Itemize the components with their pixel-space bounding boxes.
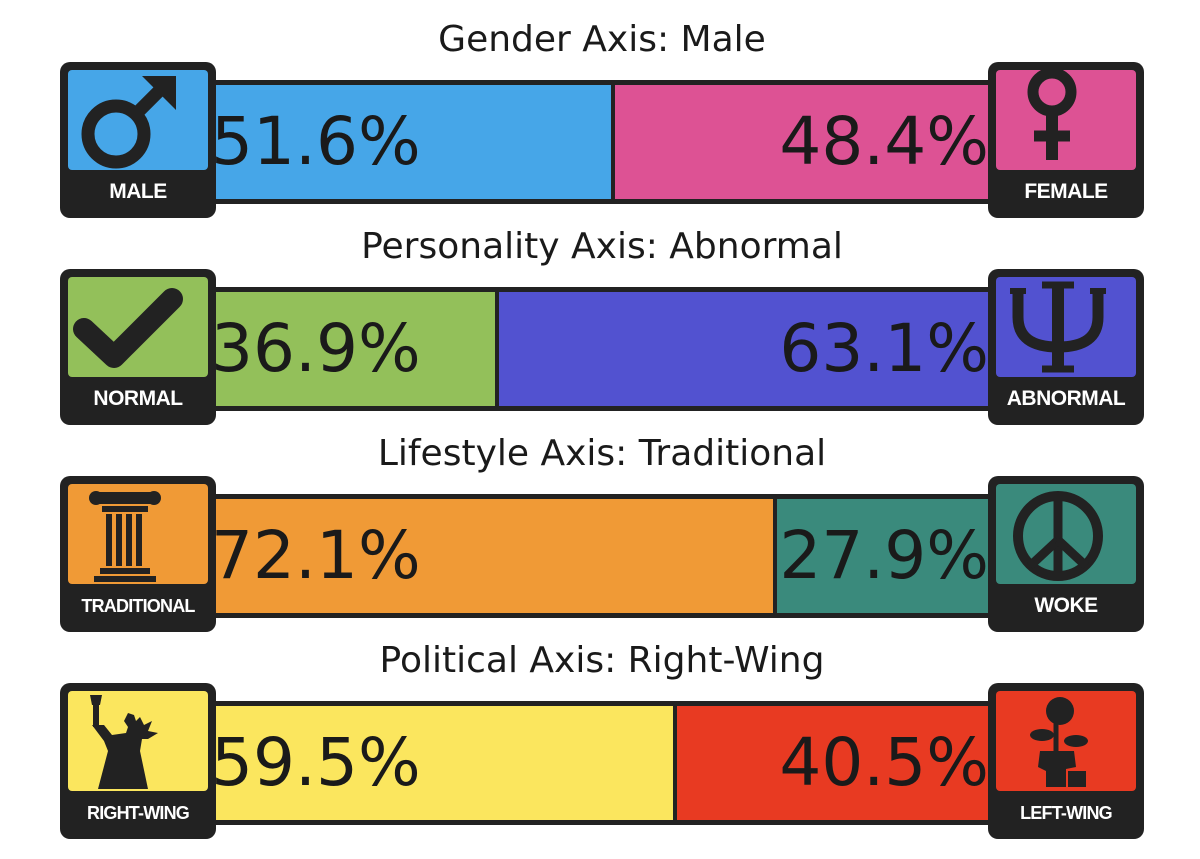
badge-label: WOKE (1034, 594, 1098, 617)
axis-title: Gender Axis: Male (438, 19, 766, 60)
axis-bar: 51.6% 48.4% (200, 80, 1000, 204)
value-label-right: 40.5% (779, 724, 989, 801)
badge-right: FEMALE (988, 62, 1144, 218)
badge-left: RIGHT-WING (60, 683, 216, 839)
bar-segment-right: 48.4% (615, 85, 995, 199)
badge-label: NORMAL (93, 387, 183, 410)
bar-segment-right: 40.5% (677, 706, 995, 820)
badge-right: WOKE (988, 476, 1144, 632)
checkmark-icon (73, 288, 183, 368)
badge-label: RIGHT-WING (87, 803, 190, 823)
axis-bar: 36.9% 63.1% (200, 287, 1000, 411)
badge-label: LEFT-WING (1020, 803, 1113, 823)
badge-background (68, 277, 208, 377)
bar-segment-right: 63.1% (499, 292, 995, 406)
badge-label: FEMALE (1024, 180, 1108, 203)
badge-left: TRADITIONAL (60, 476, 216, 632)
axis-bar: 59.5% 40.5% (200, 701, 1000, 825)
value-label-left: 59.5% (211, 724, 421, 801)
column-icon (89, 491, 161, 582)
badge-background (996, 277, 1136, 377)
badge-background (996, 484, 1136, 584)
badge-background (68, 691, 208, 791)
badge-label: ABNORMAL (1006, 387, 1126, 410)
badge-background (68, 70, 208, 170)
axis-row-gender: Gender Axis: Male 51.6% 48.4% MALE (60, 18, 1144, 218)
axis-title: Personality Axis: Abnormal (361, 226, 843, 267)
value-label-right: 48.4% (779, 103, 989, 180)
badge-background (996, 691, 1136, 791)
badge-left: MALE (60, 62, 216, 218)
value-label-left: 51.6% (211, 103, 421, 180)
axis-row-lifestyle: Lifestyle Axis: Traditional 72.1% 27.9% (60, 432, 1144, 632)
value-label-left: 36.9% (211, 310, 421, 387)
badge-left: NORMAL (60, 269, 216, 425)
fist-and-rose-icon (1030, 697, 1088, 787)
psi-icon (1010, 281, 1106, 373)
badge-background (68, 484, 208, 584)
axis-title: Political Axis: Right-Wing (379, 640, 825, 681)
axis-row-political: Political Axis: Right-Wing 59.5% 40.5% R… (60, 639, 1144, 839)
badge-right: LEFT-WING (988, 683, 1144, 839)
axis-title: Lifestyle Axis: Traditional (377, 433, 827, 474)
badge-label: MALE (109, 180, 167, 203)
male-symbol-icon (81, 76, 176, 169)
value-label-right: 27.9% (779, 517, 989, 594)
badge-label: TRADITIONAL (81, 596, 195, 616)
bar-segment-right: 27.9% (777, 499, 995, 613)
value-label-right: 63.1% (779, 310, 989, 387)
peace-sign-icon (1013, 491, 1103, 581)
axis-bar: 72.1% 27.9% (200, 494, 1000, 618)
value-label-left: 72.1% (211, 517, 421, 594)
bar-segment-left: 36.9% (205, 292, 495, 406)
badge-right: ABNORMAL (988, 269, 1144, 425)
bar-segment-left: 72.1% (205, 499, 773, 613)
badge-background (996, 70, 1136, 170)
axis-row-personality: Personality Axis: Abnormal 36.9% 63.1% N… (60, 225, 1144, 425)
bar-segment-left: 51.6% (205, 85, 611, 199)
statue-of-liberty-icon (90, 695, 158, 789)
female-symbol-icon (1027, 70, 1077, 160)
bar-segment-left: 59.5% (205, 706, 673, 820)
